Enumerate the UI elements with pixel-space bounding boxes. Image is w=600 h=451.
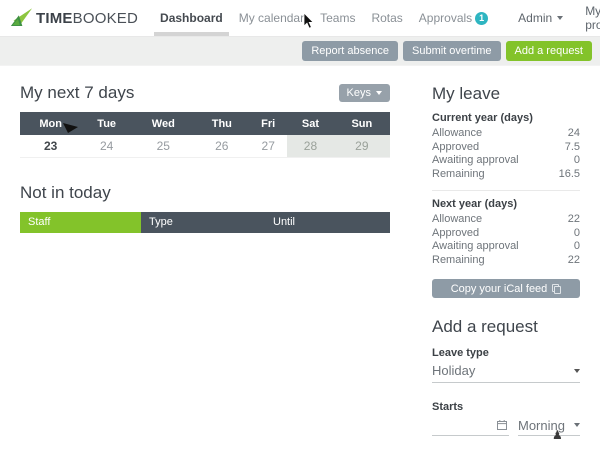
stat-value: 24 [567, 127, 580, 139]
timebooked-logo[interactable]: TIMEBOOKED [10, 7, 138, 29]
copy-ical-feed-button[interactable]: Copy your iCal feed [432, 279, 580, 298]
not-in-today-header: Staff Type Until [20, 211, 390, 233]
day-header: Sat [287, 112, 334, 135]
starts-date-input[interactable] [432, 417, 509, 436]
day-header: Thu [194, 112, 250, 135]
left-column: My next 7 days Keys Mon Tue Wed Thu Fri … [20, 66, 390, 233]
nav-right: Admin My profile [496, 4, 600, 32]
leave-type-value: Holiday [432, 363, 476, 378]
stat-label: Awaiting approval [432, 240, 519, 252]
nav-item-dashboard[interactable]: Dashboard [152, 0, 231, 36]
ical-button-label: Copy your iCal feed [450, 282, 548, 295]
stat-value: 22 [567, 253, 580, 266]
stat-label: Allowance [432, 127, 483, 139]
column-header-until: Until [265, 211, 390, 233]
day-cell: 27 [249, 135, 288, 158]
day-cell-today: 23 [20, 135, 82, 158]
stat-value: 16.5 [558, 167, 580, 180]
column-header-staff: Staff [20, 211, 141, 233]
stat-value: 22 [567, 213, 580, 225]
stat-value: 0 [573, 240, 580, 252]
stat-row: Allowance 22 [432, 213, 580, 227]
my-profile-label: My profile [585, 4, 600, 32]
day-header: Mon [20, 112, 82, 135]
calendar-icon [497, 420, 507, 430]
stat-value: 0 [573, 226, 580, 239]
leave-type-label: Leave type [432, 347, 489, 359]
day-cell: 24 [81, 135, 133, 158]
primary-nav: Dashboard My calendar Teams Rotas Approv… [152, 0, 496, 36]
stat-label: Approved [432, 226, 480, 239]
mouse-cursor-icon [303, 13, 314, 29]
chevron-down-icon [574, 368, 580, 373]
stat-label: Approved [432, 140, 480, 153]
admin-dropdown[interactable]: Admin [518, 11, 564, 25]
day-header: Fri [249, 112, 288, 135]
starts-row: Morning [432, 417, 580, 436]
stat-row: Awaiting approval 0 [432, 154, 580, 168]
sidebar: My leave Current year (days) Allowance 2… [432, 66, 580, 451]
nav-label: Dashboard [160, 11, 223, 25]
report-absence-button[interactable]: Report absence [302, 41, 399, 61]
top-nav: TIMEBOOKED Dashboard My calendar Teams R… [0, 0, 600, 36]
submit-overtime-button[interactable]: Submit overtime [403, 41, 501, 61]
day-header: Tue [81, 112, 133, 135]
day-header: Sun [333, 112, 390, 135]
chevron-down-icon [574, 423, 580, 427]
nav-item-my-calendar[interactable]: My calendar [238, 11, 305, 25]
day-cell: 26 [194, 135, 250, 158]
stat-label: Remaining [432, 167, 485, 180]
leave-type-select[interactable]: Holiday [432, 363, 580, 383]
copy-icon [552, 283, 562, 294]
current-year-heading: Current year (days) [432, 112, 533, 124]
keys-label: Keys [346, 87, 371, 99]
stat-row: Remaining 16.5 [432, 168, 580, 182]
starts-time-value: Morning [518, 417, 565, 433]
divider [432, 190, 580, 191]
week-calendar: Mon Tue Wed Thu Fri Sat Sun 23 24 25 26 … [20, 112, 390, 158]
starts-time-select[interactable]: Morning [518, 417, 580, 436]
day-header: Wed [132, 112, 195, 135]
next-year-heading: Next year (days) [432, 198, 517, 210]
chevron-down-icon [376, 91, 382, 95]
my-profile-dropdown[interactable]: My profile [585, 4, 600, 32]
action-toolbar: Report absence Submit overtime Add a req… [0, 36, 600, 66]
not-in-today-title: Not in today [20, 182, 111, 202]
stat-row: Allowance 24 [432, 127, 580, 141]
nav-item-approvals[interactable]: Approvals 1 [411, 0, 496, 36]
starts-label: Starts [432, 401, 464, 413]
stat-row: Awaiting approval 0 [432, 240, 580, 254]
active-tab-underline [154, 32, 229, 36]
add-a-request-button[interactable]: Add a request [505, 41, 592, 61]
stat-label: Awaiting approval [432, 154, 519, 166]
day-cell-weekend: 29 [333, 135, 390, 158]
add-request-title: Add a request [432, 317, 538, 336]
keys-dropdown-button[interactable]: Keys [338, 84, 390, 102]
approvals-count-badge: 1 [475, 12, 489, 25]
stat-label: Allowance [432, 213, 483, 225]
my-leave-title: My leave [432, 84, 501, 103]
week-header-row: Mon Tue Wed Thu Fri Sat Sun [20, 112, 390, 135]
stat-value: 0 [573, 154, 580, 166]
stat-row: Approved 0 [432, 227, 580, 241]
bird-logo-icon [10, 8, 33, 26]
stat-value: 7.5 [564, 140, 580, 153]
stat-row: Remaining 22 [432, 254, 580, 268]
week-dates-row: 23 24 25 26 27 28 29 [20, 135, 390, 158]
nav-label: Approvals [418, 11, 473, 25]
brand-name: TIMEBOOKED [36, 9, 139, 27]
cursor-triangle-icon [63, 123, 78, 133]
chevron-down-icon [557, 16, 564, 20]
mystery-icon: ♟ [552, 428, 563, 442]
nav-item-teams[interactable]: Teams [320, 11, 356, 25]
stat-label: Remaining [432, 253, 485, 266]
day-cell-weekend: 28 [287, 135, 334, 158]
nav-item-rotas[interactable]: Rotas [371, 11, 403, 25]
column-header-type: Type [141, 211, 265, 233]
stat-row: Approved 7.5 [432, 141, 580, 155]
day-cell: 25 [132, 135, 195, 158]
admin-label: Admin [518, 11, 553, 25]
next-7-days-title: My next 7 days [20, 83, 135, 102]
main-content: My next 7 days Keys Mon Tue Wed Thu Fri … [0, 66, 600, 451]
